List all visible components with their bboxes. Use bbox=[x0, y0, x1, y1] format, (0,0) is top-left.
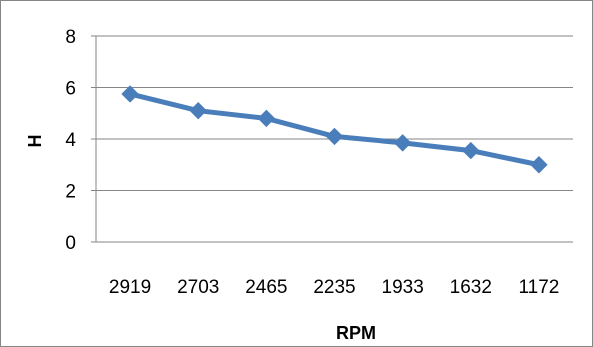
data-point-2 bbox=[257, 109, 276, 128]
data-point-0 bbox=[121, 85, 139, 103]
y-tick-labels: 0 2 4 6 8 bbox=[65, 27, 76, 254]
x-tick-label-2: 2465 bbox=[245, 277, 287, 298]
y-tick-label-1: 2 bbox=[65, 182, 76, 203]
x-tick-label-1: 2703 bbox=[177, 277, 219, 298]
data-point-6 bbox=[530, 156, 548, 174]
y-axis-title: H bbox=[25, 135, 45, 148]
y-tick-label-0: 0 bbox=[65, 233, 76, 254]
y-tick-label-2: 4 bbox=[65, 130, 76, 151]
data-point-5 bbox=[462, 141, 480, 160]
x-tick-label-5: 1632 bbox=[450, 277, 492, 298]
x-tick-label-4: 1933 bbox=[382, 277, 424, 298]
data-point-1 bbox=[189, 101, 207, 120]
y-tick-label-4: 8 bbox=[65, 27, 76, 48]
x-tick-labels: 2919 2703 2465 2235 1933 1632 1172 bbox=[109, 277, 559, 298]
x-tick-label-0: 2919 bbox=[109, 277, 151, 298]
data-point-4 bbox=[393, 134, 412, 152]
series-markers bbox=[121, 85, 548, 174]
x-tick-label-6: 1172 bbox=[518, 277, 559, 298]
y-tick-label-3: 6 bbox=[65, 79, 76, 100]
x-axis-title: RPM bbox=[336, 323, 376, 343]
data-point-3 bbox=[325, 127, 344, 146]
x-tick-label-3: 2235 bbox=[313, 277, 355, 298]
